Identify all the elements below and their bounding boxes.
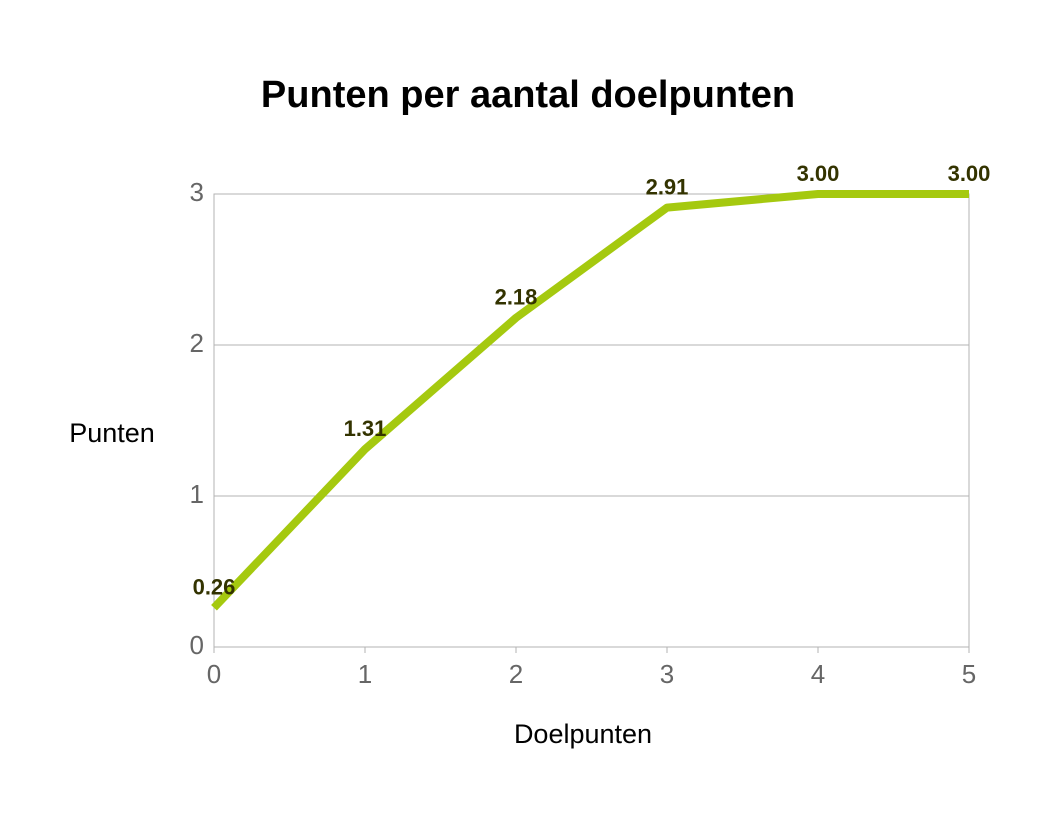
y-axis-label: Punten <box>69 418 155 448</box>
value-label: 1.31 <box>344 416 387 441</box>
chart-title: Punten per aantal doelpunten <box>261 74 795 116</box>
y-tick-label: 3 <box>190 177 204 207</box>
y-tick-label: 0 <box>190 630 204 660</box>
y-tick-label: 1 <box>190 479 204 509</box>
x-tick-label: 0 <box>207 659 221 689</box>
value-label: 3.00 <box>797 161 840 186</box>
x-tick-label: 4 <box>811 659 825 689</box>
line <box>211 190 969 611</box>
x-tick-label: 3 <box>660 659 674 689</box>
y-tick-label: 2 <box>190 328 204 358</box>
value-label: 2.91 <box>646 174 689 199</box>
value-label: 3.00 <box>948 161 991 186</box>
x-tick-label: 2 <box>509 659 523 689</box>
value-label: 0.26 <box>193 575 236 600</box>
x-tick-label: 5 <box>962 659 976 689</box>
value-label: 2.18 <box>495 285 538 310</box>
x-axis-label: Doelpunten <box>514 719 652 749</box>
x-tick-label: 1 <box>358 659 372 689</box>
